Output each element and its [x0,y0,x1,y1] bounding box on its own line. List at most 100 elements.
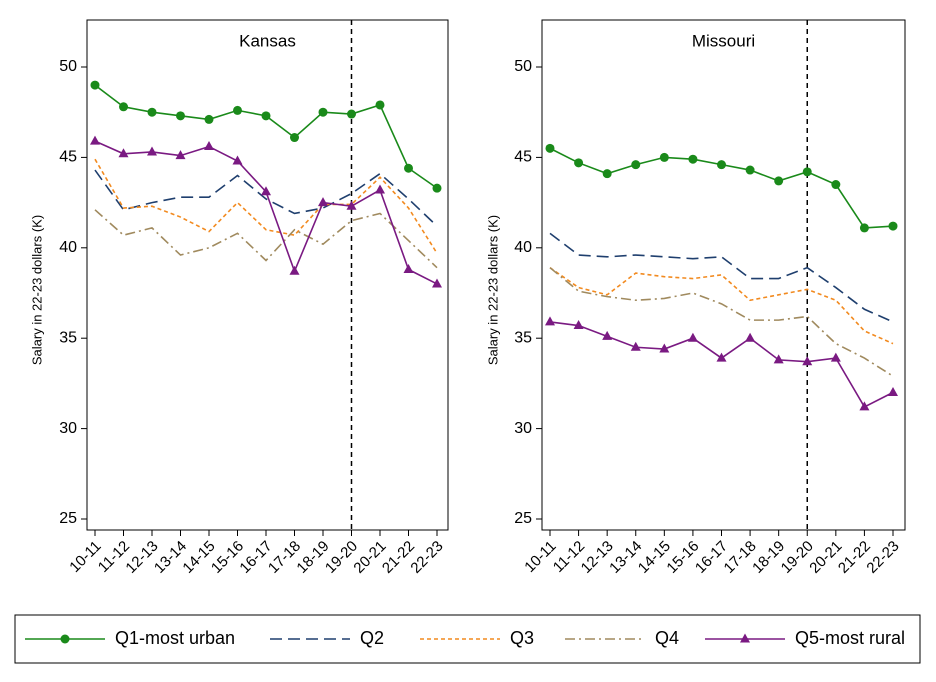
point [318,107,328,117]
x-tick-label: 20-21 [806,538,845,577]
x-tick-label: 22-23 [407,538,446,577]
series-line [94,140,438,285]
point [289,265,300,275]
y-axis-label: Salary in 22-23 dollars (K) [485,215,500,365]
x-tick-label: 18-19 [749,538,788,577]
point [176,111,185,121]
y-tick-label: 35 [514,329,532,346]
y-tick-label: 45 [514,149,532,166]
point [745,165,755,175]
panel-title: Kansas [239,31,296,50]
point [716,352,727,362]
series [549,232,894,323]
series [90,135,442,288]
point [859,223,869,233]
point [859,401,870,411]
legend-box [14,614,921,664]
series [94,158,438,254]
y-tick-label: 30 [59,420,77,437]
series [545,143,898,233]
series [549,267,894,345]
y-tick-label: 25 [514,510,532,527]
series-line [549,267,894,345]
y-tick-label: 50 [59,58,77,75]
y-tick-label: 40 [514,239,532,256]
point [631,160,641,170]
series [549,267,894,377]
point [888,386,898,396]
point [602,169,612,179]
x-tick-label: 10-11 [66,538,104,576]
x-tick-label: 13-14 [606,538,645,577]
point [573,320,584,330]
y-tick-label: 50 [514,58,532,75]
plot-frame [541,19,906,531]
x-tick-label: 15-16 [663,538,702,577]
series [545,316,898,411]
point [346,200,357,210]
y-tick-label: 45 [59,149,77,166]
series [94,209,438,269]
legend-label: Q5-most rural [795,628,905,648]
point [204,141,214,151]
point [290,133,299,143]
x-tick-label: 14-15 [635,538,674,577]
point [545,143,555,153]
point [802,356,813,366]
y-axis-label: Salary in 22-23 dollars (K) [29,215,44,365]
point [774,176,784,186]
point [147,146,157,156]
point [261,111,271,121]
point [375,184,385,194]
point [119,102,128,112]
point [630,341,641,351]
series [94,169,438,227]
point [688,154,698,164]
legend-label: Q2 [360,628,384,648]
point [318,197,328,207]
legend-marker [60,634,70,644]
plot-frame [86,19,449,531]
point [802,167,812,177]
y-tick-label: 40 [59,239,77,256]
point [687,332,698,342]
x-tick-label: 16-17 [692,538,731,577]
series-line [549,321,894,408]
point [233,105,242,115]
x-tick-label: 17-18 [721,538,760,577]
x-tick-label: 19-20 [778,538,817,577]
x-tick-label: 21-22 [835,538,874,577]
x-tick-label: 22-23 [863,538,902,577]
point [831,180,841,190]
x-tick-label: 12-13 [578,538,617,577]
point [432,183,442,193]
point [90,135,100,145]
x-tick-label: 10-11 [521,538,559,576]
legend-label: Q1-most urban [115,628,235,648]
legend-label: Q3 [510,628,534,648]
point [659,152,669,162]
point [375,100,385,110]
legend-marker [740,633,750,643]
point [232,155,243,165]
point [90,80,100,90]
point [347,109,356,119]
series-line [94,84,438,189]
panel-title: Missouri [692,31,755,50]
legend-label: Q4 [655,628,679,648]
point [773,354,784,364]
series [90,80,442,193]
point [745,332,756,342]
series-line [94,209,438,269]
point [888,221,898,231]
point [261,186,271,196]
series-line [549,267,894,377]
series-line [94,169,438,227]
point [659,343,670,353]
point [545,316,555,326]
point [717,160,726,170]
point [204,114,214,124]
y-tick-label: 35 [59,329,77,346]
point [403,263,414,273]
